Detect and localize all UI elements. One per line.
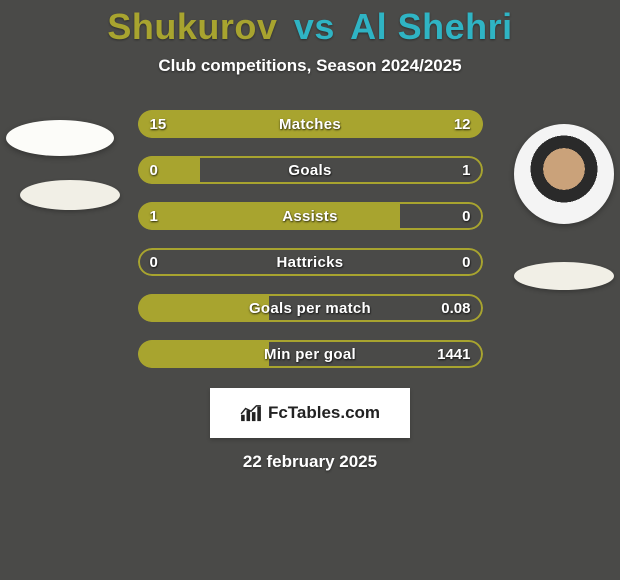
stat-bar-label: Hattricks — [138, 248, 483, 276]
stat-bar-value-right: 0 — [462, 248, 470, 276]
brand-text: FcTables.com — [268, 403, 380, 423]
stat-bar-label: Min per goal — [138, 340, 483, 368]
comparison-card: Shukurov vs Al Shehri Club competitions,… — [0, 0, 620, 580]
brand-box[interactable]: FcTables.com — [210, 388, 410, 438]
bars-icon — [240, 404, 262, 422]
stat-bar: Min per goal1441 — [138, 340, 483, 368]
player-left-block — [6, 120, 120, 210]
title-vs: vs — [294, 6, 335, 47]
title-player1: Shukurov — [107, 6, 277, 47]
stat-bar: 0Goals1 — [138, 156, 483, 184]
stat-bar-value-right: 1 — [462, 156, 470, 184]
player-left-avatar — [6, 120, 114, 156]
player-left-team-badge — [20, 180, 120, 210]
stat-bar-label: Assists — [138, 202, 483, 230]
stat-bar-value-right: 1441 — [437, 340, 470, 368]
stat-bar-label: Goals — [138, 156, 483, 184]
page-title: Shukurov vs Al Shehri — [107, 6, 512, 48]
stat-bar: 15Matches12 — [138, 110, 483, 138]
stat-bar-value-right: 0 — [462, 202, 470, 230]
stat-bar-value-right: 0.08 — [441, 294, 470, 322]
stat-bar-value-right: 12 — [454, 110, 471, 138]
stat-bars: 15Matches120Goals11Assists00Hattricks0Go… — [138, 110, 483, 368]
stat-bar: 1Assists0 — [138, 202, 483, 230]
stat-bar: Goals per match0.08 — [138, 294, 483, 322]
subtitle: Club competitions, Season 2024/2025 — [158, 56, 461, 76]
date-stamp: 22 february 2025 — [243, 452, 377, 472]
stat-bar-label: Goals per match — [138, 294, 483, 322]
player-right-avatar — [514, 124, 614, 224]
stat-bar: 0Hattricks0 — [138, 248, 483, 276]
title-player2: Al Shehri — [350, 6, 513, 47]
player-right-block — [514, 124, 614, 290]
player-right-team-badge — [514, 262, 614, 290]
stat-bar-label: Matches — [138, 110, 483, 138]
